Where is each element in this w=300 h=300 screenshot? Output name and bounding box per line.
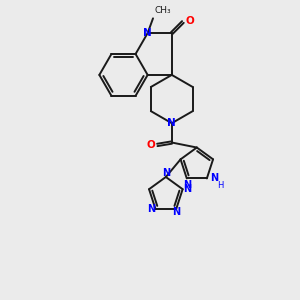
Text: O: O bbox=[146, 140, 155, 150]
Text: N: N bbox=[167, 118, 176, 128]
Text: N: N bbox=[210, 173, 218, 183]
Text: CH₃: CH₃ bbox=[154, 6, 171, 15]
Text: N: N bbox=[143, 28, 152, 38]
Text: H: H bbox=[217, 181, 223, 190]
Text: N: N bbox=[147, 204, 155, 214]
Text: N: N bbox=[162, 169, 170, 178]
Text: N: N bbox=[172, 208, 180, 218]
Text: N: N bbox=[183, 184, 191, 194]
Text: O: O bbox=[185, 16, 194, 26]
Text: N: N bbox=[183, 180, 191, 190]
